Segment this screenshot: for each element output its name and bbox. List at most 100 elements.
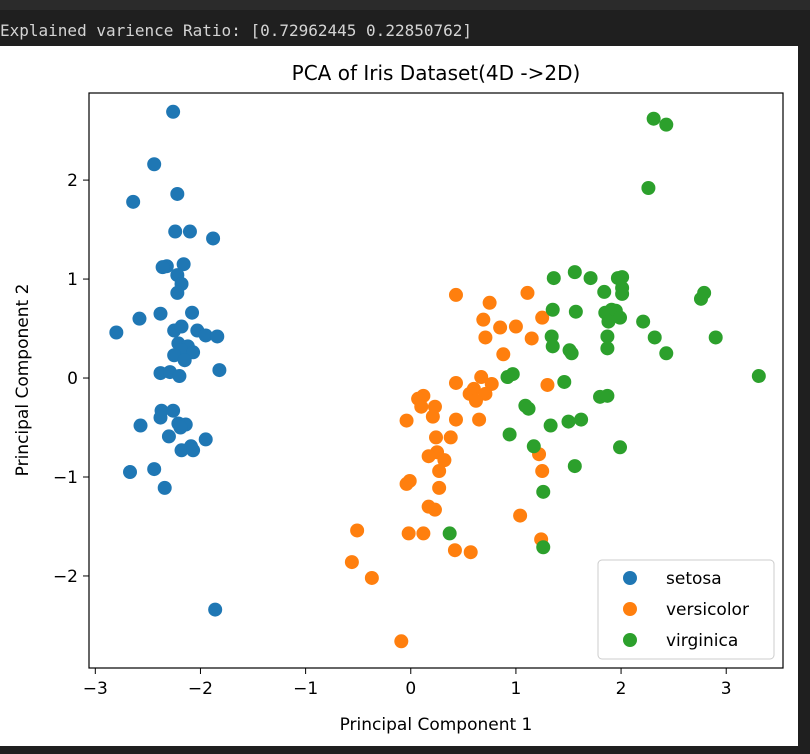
setosa-point xyxy=(147,462,162,477)
virginica-point xyxy=(613,310,628,325)
setosa-point xyxy=(170,285,185,300)
y-tick-label: 1 xyxy=(67,270,78,290)
versicolor-point xyxy=(414,399,429,414)
versicolor-point xyxy=(482,295,497,310)
virginica-point xyxy=(659,117,674,132)
versicolor-point xyxy=(513,508,528,523)
versicolor-point xyxy=(472,412,487,427)
setosa-point xyxy=(185,305,200,320)
setosa-point xyxy=(182,224,197,239)
versicolor-point xyxy=(448,412,463,427)
virginica-point xyxy=(546,271,561,286)
setosa-point xyxy=(170,186,185,201)
y-tick-label: 2 xyxy=(67,171,78,191)
versicolor-point xyxy=(432,464,447,479)
virginica-point xyxy=(613,440,628,455)
versicolor-point xyxy=(478,330,493,345)
setosa-point xyxy=(208,602,223,617)
virginica-point xyxy=(636,314,651,329)
versicolor-point xyxy=(437,453,452,468)
virginica-point xyxy=(543,418,558,433)
x-tick-label: 1 xyxy=(511,679,522,699)
virginica-point xyxy=(568,304,583,319)
versicolor-point xyxy=(463,545,478,560)
versicolor-point xyxy=(401,526,416,541)
virginica-point xyxy=(574,412,589,427)
setosa-point xyxy=(198,432,213,447)
x-axis-label: Principal Component 1 xyxy=(340,715,533,735)
legend-label-virginica: virginica xyxy=(666,631,738,651)
virginica-point xyxy=(600,341,615,356)
versicolor-point xyxy=(535,464,550,479)
console-output: Explained varience Ratio: [0.72962445 0.… xyxy=(0,21,473,40)
versicolor-point xyxy=(344,555,359,570)
pca-scatter-chart: PCA of Iris Dataset(4D ->2D) −3 −2 −1 0 1 2 3 −… xyxy=(0,46,798,746)
y-tick-label: −1 xyxy=(53,468,78,488)
axis-ticks: −3 −2 −1 0 1 2 3 −2 −1 0 1 2 xyxy=(53,171,732,699)
versicolor-point xyxy=(432,480,447,495)
virginica-point xyxy=(708,330,723,345)
setosa-point xyxy=(166,104,181,119)
setosa-point xyxy=(206,231,221,246)
series-virginica xyxy=(442,111,766,555)
virginica-point xyxy=(583,271,598,286)
versicolor-point xyxy=(429,430,443,445)
versicolor-point xyxy=(496,347,511,362)
virginica-point xyxy=(567,459,582,474)
plot-frame xyxy=(88,92,784,669)
setosa-point xyxy=(210,329,225,344)
versicolor-point xyxy=(425,409,440,424)
y-tick-label: −2 xyxy=(53,567,78,587)
setosa-point xyxy=(198,328,213,343)
x-tick-label: 0 xyxy=(405,679,416,699)
versicolor-point xyxy=(421,449,436,464)
virginica-point xyxy=(600,388,615,403)
versicolor-point xyxy=(427,502,442,517)
series-setosa xyxy=(109,104,227,617)
versicolor-point xyxy=(364,570,379,585)
legend-marker-virginica xyxy=(623,633,637,647)
setosa-point xyxy=(168,224,183,239)
legend-label-setosa: setosa xyxy=(666,569,722,589)
versicolor-point xyxy=(468,393,483,408)
virginica-point xyxy=(647,330,662,345)
virginica-point xyxy=(615,270,630,285)
setosa-point xyxy=(157,480,172,495)
x-tick-label: −3 xyxy=(83,679,108,699)
setosa-point xyxy=(133,418,148,433)
versicolor-point xyxy=(416,526,431,541)
versicolor-point xyxy=(448,287,463,302)
virginica-point xyxy=(564,346,579,361)
versicolor-point xyxy=(399,413,414,428)
plot-area xyxy=(109,104,766,649)
x-tick-label: 2 xyxy=(616,679,627,699)
setosa-point xyxy=(123,465,138,480)
y-tick-label: 0 xyxy=(67,369,78,389)
setosa-point xyxy=(126,194,141,209)
virginica-point xyxy=(536,540,551,555)
setosa-point xyxy=(174,319,189,334)
x-tick-label: −1 xyxy=(293,679,318,699)
top-bar xyxy=(0,0,810,10)
versicolor-point xyxy=(524,331,539,346)
x-tick-label: 3 xyxy=(721,679,732,699)
virginica-point xyxy=(659,346,674,361)
setosa-point xyxy=(147,157,162,172)
legend-marker-versicolor xyxy=(623,602,637,616)
setosa-point xyxy=(167,348,182,363)
versicolor-point xyxy=(508,319,523,334)
legend-box xyxy=(597,559,775,660)
virginica-point xyxy=(646,111,661,126)
setosa-point xyxy=(155,260,170,275)
setosa-point xyxy=(153,410,168,425)
setosa-point xyxy=(172,369,187,384)
virginica-point xyxy=(561,414,576,429)
chart-title: PCA of Iris Dataset(4D ->2D) xyxy=(292,61,581,85)
versicolor-point xyxy=(540,377,555,392)
versicolor-point xyxy=(535,310,550,325)
legend: setosa versicolor virginica xyxy=(597,559,775,660)
matplotlib-figure: PCA of Iris Dataset(4D ->2D) −3 −2 −1 0 1 2 3 −… xyxy=(0,46,798,746)
virginica-point xyxy=(567,265,582,280)
virginica-point xyxy=(545,302,560,317)
